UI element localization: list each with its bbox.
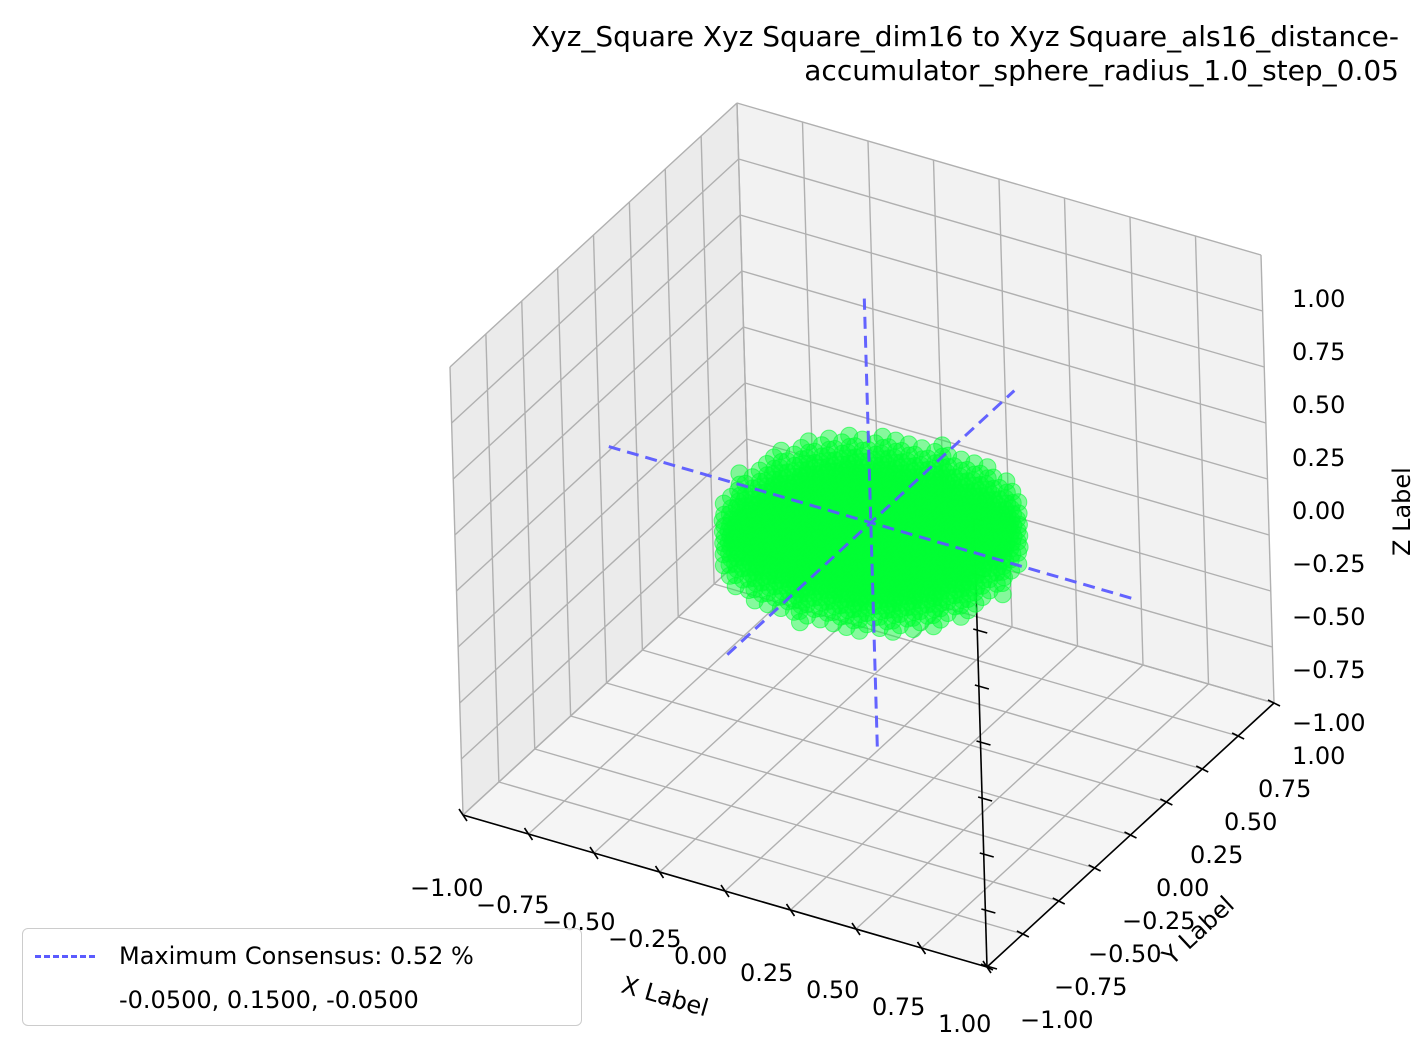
z-tick-label: 0.00: [1292, 497, 1345, 525]
x-tick-label: −0.25: [608, 925, 682, 953]
grid-line: [454, 270, 743, 536]
z-tick-label: −0.75: [1292, 656, 1366, 684]
x-axis-label: X Label: [618, 971, 711, 1022]
chart-title-line-2: accumulator_sphere_radius_1.0_step_0.05: [804, 54, 1399, 87]
x-tick-label: 0.75: [872, 993, 925, 1021]
z-tick: [974, 684, 990, 690]
x-tick: [523, 827, 534, 841]
y-tick-label: 1.00: [1292, 742, 1345, 770]
y-tick-label: −0.75: [1054, 973, 1128, 1001]
z-tick: [973, 628, 988, 634]
scatter-point: [902, 575, 921, 594]
y-tick-label: −1.00: [1020, 1006, 1094, 1034]
scatter-point: [1008, 510, 1026, 529]
chart-title: Xyz_Square Xyz Square_dim16 to Xyz Squar…: [531, 20, 1399, 88]
grid-line: [1129, 216, 1144, 666]
grid-line: [642, 649, 1167, 803]
legend: Maximum Consensus: 0.52 % -0.0500, 0.150…: [22, 928, 582, 1026]
y-tick: [1088, 864, 1101, 872]
y-tick-label: −0.50: [1088, 940, 1162, 968]
y-tick: [1195, 765, 1209, 773]
z-tick-label: 1.00: [1292, 285, 1345, 313]
tick-labels: −1.00−0.75−0.50−0.250.000.250.500.751.00…: [410, 285, 1366, 1038]
y-tick-label: −0.25: [1122, 907, 1196, 935]
scatter-markers: [713, 426, 1029, 641]
grid-line: [452, 214, 741, 480]
grid-line: [741, 270, 1267, 424]
y-tick: [1231, 732, 1245, 740]
grid-line: [700, 135, 715, 585]
y-tick: [1016, 930, 1030, 938]
grid-line: [456, 326, 744, 592]
grid-line: [451, 158, 740, 424]
x-tick-label: −1.00: [410, 874, 484, 902]
chart-title-line-1: Xyz_Square Xyz Square_dim16 to Xyz Squar…: [530, 20, 1399, 53]
grid-line: [1063, 197, 1079, 647]
x-tick: [916, 941, 927, 955]
x-tick: [654, 865, 665, 879]
legend-entry-consensus: Maximum Consensus: 0.52 %: [23, 941, 474, 971]
y-tick-label: 0.25: [1190, 841, 1243, 869]
x-tick-label: −0.75: [476, 891, 550, 919]
grid-line: [606, 682, 1131, 836]
z-tick-label: −0.25: [1292, 550, 1366, 578]
scatter-point: [849, 577, 868, 595]
y-tick-label: 0.50: [1224, 808, 1277, 836]
z-tick-label: 0.25: [1292, 444, 1345, 472]
x-tick-label: 0.25: [740, 959, 793, 987]
grid-line: [855, 664, 1144, 930]
x-tick: [720, 884, 730, 898]
scatter-point: [923, 572, 942, 591]
grid-line: [740, 214, 1265, 368]
grid-line: [790, 645, 1078, 911]
grid-line: [628, 201, 644, 651]
x-tick: [982, 960, 992, 974]
scatter-point: [992, 540, 1011, 559]
z-tick-label: −1.00: [1292, 709, 1366, 737]
grid-line: [743, 326, 1268, 480]
legend-dashed-line-swatch: [35, 954, 95, 958]
x-tick-label: 0.00: [674, 942, 727, 970]
x-tick: [458, 808, 468, 822]
y-tick: [1124, 831, 1137, 839]
scatter-point: [1000, 516, 1019, 535]
z-tick-label: 0.50: [1292, 391, 1345, 419]
grid-line: [678, 616, 1203, 770]
x-tick-label: 1.00: [938, 1010, 991, 1038]
z-tick: [976, 740, 991, 746]
y-tick-label: 0.75: [1258, 775, 1311, 803]
z-tick-label: −0.50: [1292, 603, 1366, 631]
grid-line: [736, 102, 1262, 256]
scatter-point: [950, 563, 969, 581]
legend-label-coordinates: -0.0500, 0.1500, -0.0500: [119, 986, 419, 1014]
z-tick: [977, 796, 993, 802]
y-tick-label: 0.00: [1156, 874, 1209, 902]
grid-line: [1194, 235, 1210, 685]
x-tick: [589, 846, 599, 860]
y-tick: [1052, 897, 1066, 905]
legend-label-consensus: Maximum Consensus: 0.52 %: [119, 942, 474, 970]
z-axis-line: [973, 518, 988, 968]
y-tick: [1160, 798, 1173, 806]
y-tick: [1267, 699, 1281, 707]
x-tick: [851, 922, 861, 936]
scatter-point: [882, 578, 901, 596]
z-tick-label: 0.75: [1292, 338, 1345, 366]
x-tick-label: 0.50: [806, 976, 859, 1004]
tick-marks: [458, 516, 1281, 974]
grid-line: [921, 683, 1209, 949]
grid-line: [1260, 254, 1275, 704]
x-tick: [785, 903, 796, 917]
z-tick: [979, 852, 994, 858]
legend-entry-coordinates: -0.0500, 0.1500, -0.0500: [119, 985, 419, 1015]
grid-line: [738, 158, 1263, 312]
z-axis-label: Z Label: [1388, 467, 1416, 556]
grid-line: [664, 168, 679, 618]
z-tick: [981, 908, 996, 914]
grid-line: [449, 102, 738, 368]
